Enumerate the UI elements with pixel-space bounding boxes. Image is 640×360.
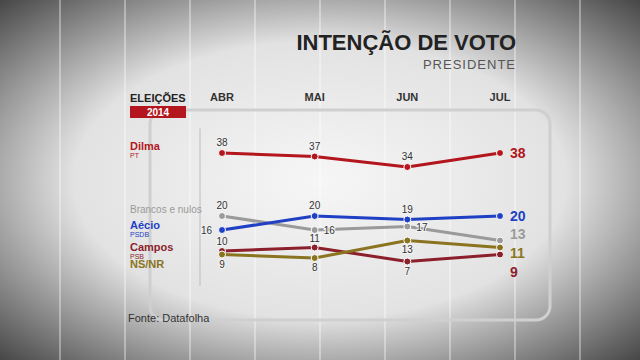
data-label: 9 (219, 259, 225, 270)
point (219, 150, 226, 157)
data-label: 17 (416, 222, 428, 233)
logo-year: 2014 (147, 107, 170, 118)
point (404, 164, 411, 171)
panel-line (579, 0, 581, 360)
point (219, 227, 226, 234)
subtitle: PRESIDENTE (423, 57, 516, 72)
plot-area (219, 150, 504, 266)
labels: 383734382016171316201920101179981311 (201, 137, 526, 280)
point (311, 244, 318, 251)
chart-wrap: INTENÇÃO DE VOTO PRESIDENTE ELEIÇÕES 2014 Fo… (0, 0, 640, 360)
point (497, 237, 504, 244)
point (404, 223, 411, 230)
x-tick-label: JUN (396, 91, 418, 103)
series-line (222, 216, 500, 241)
logo-title: ELEIÇÕES (130, 92, 186, 104)
data-label: 10 (216, 236, 228, 247)
point (497, 251, 504, 258)
data-label: 9 (510, 264, 518, 280)
decor (150, 110, 550, 320)
point (311, 255, 318, 262)
legend-label: Campos (130, 241, 173, 253)
point (404, 258, 411, 265)
point (497, 244, 504, 251)
point (404, 216, 411, 223)
data-label: 19 (402, 204, 414, 215)
legend-label: NS/NR (130, 258, 164, 270)
x-tick-label: MAI (305, 91, 325, 103)
legend-label: Brancos e nulos (130, 204, 202, 215)
data-label: 16 (324, 225, 336, 236)
background (0, 0, 640, 360)
data-label: 11 (510, 245, 525, 261)
legend-label: Dilma (130, 140, 161, 152)
x-tick-label: ABR (210, 91, 234, 103)
data-label: 8 (312, 262, 318, 273)
data-label: 11 (309, 233, 320, 244)
chart: INTENÇÃO DE VOTO PRESIDENTE ELEIÇÕES 2014 Fo… (0, 0, 640, 360)
data-label: 20 (510, 208, 526, 224)
data-label: 7 (405, 266, 411, 277)
data-label: 37 (309, 141, 321, 152)
data-label: 13 (510, 226, 526, 242)
point (311, 213, 318, 220)
panel-line (124, 0, 126, 360)
legend-party: PSDB (130, 231, 149, 238)
panel-line (189, 0, 191, 360)
series-line (222, 241, 500, 259)
series-line (222, 153, 500, 167)
point (311, 153, 318, 160)
legend-party: PT (130, 152, 140, 159)
data-label: 13 (402, 244, 414, 255)
series-line (222, 216, 500, 230)
x-tick-label: JUL (490, 91, 511, 103)
point (219, 251, 226, 258)
point (497, 213, 504, 220)
panel-line (254, 0, 256, 360)
title: INTENÇÃO DE VOTO (296, 30, 516, 55)
legend-label: Aécio (130, 219, 160, 231)
point (497, 150, 504, 157)
data-label: 16 (201, 225, 213, 236)
point (219, 213, 226, 220)
data-label: 34 (402, 151, 414, 162)
data-label: 20 (309, 200, 321, 211)
panel-line (59, 0, 61, 360)
data-label: 38 (216, 137, 228, 148)
logo-box (130, 106, 186, 118)
data-label: 20 (216, 200, 228, 211)
data-label: 38 (510, 145, 526, 161)
source: Fonte: Datafolha (128, 312, 210, 324)
